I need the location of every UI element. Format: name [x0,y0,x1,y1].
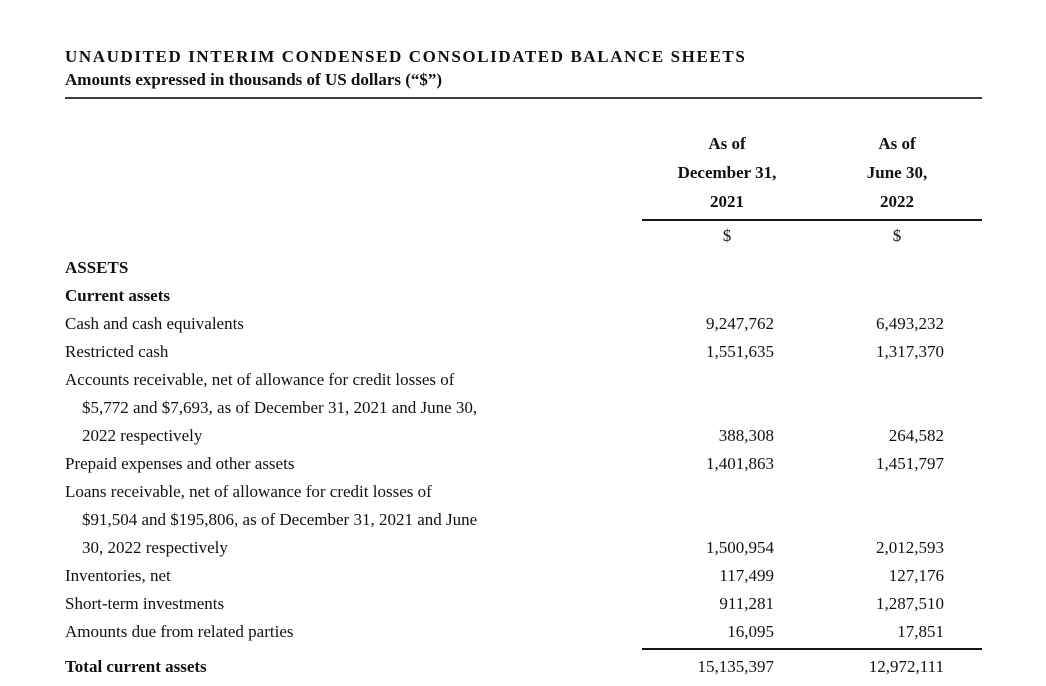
row-label-line: $91,504 and $195,806, as of December 31,… [82,509,478,529]
row-value-2021: 1,500,954 [706,537,774,557]
row-value-2022: 12,972,111 [868,656,944,676]
table-row-assets-header: ASSETS [65,254,982,282]
table-row-loans-receivable: Loans receivable, net of allowance for c… [65,478,982,562]
row-value-2022: 127,176 [888,565,944,585]
row-label-line: Accounts receivable, net of allowance fo… [65,369,455,389]
row-label: Cash and cash equivalents [65,313,244,333]
row-label: Restricted cash [65,341,169,361]
table-row-restricted-cash: Restricted cash 1,551,635 1,317,370 [65,338,982,366]
row-value-2021: 117,499 [719,565,774,585]
row-label-line: Loans receivable, net of allowance for c… [65,481,432,501]
row-label-line: 30, 2022 respectively [82,537,228,557]
column-header-line: As of [708,133,746,153]
table-row-short-term-investments: Short-term investments 911,281 1,287,510 [65,590,982,618]
table-row-amounts-due-from-related-parties: Amounts due from related parties 16,095 … [65,618,982,646]
row-value-2022: 1,451,797 [876,453,944,473]
table-row-prepaid-expenses: Prepaid expenses and other assets 1,401,… [65,450,982,478]
row-label: Amounts due from related parties [65,621,294,641]
row-value-2022: 17,851 [897,621,944,641]
row-value-2022: 1,317,370 [876,341,944,361]
row-label-line: 2022 respectively [82,425,203,445]
table-column-headers: As of December 31, 2021 As of June 30, 2… [65,129,982,249]
row-value-2021: 1,551,635 [706,341,774,361]
row-value-2021: 15,135,397 [697,656,775,676]
table-row-inventories-net: Inventories, net 117,499 127,176 [65,562,982,590]
row-value-2021: 9,247,762 [706,313,774,333]
balance-sheet-rows: ASSETS Current assets Cash and cash equi… [65,254,982,681]
row-label: Inventories, net [65,565,171,585]
table-row-total-current-assets: Total current assets 15,135,397 12,972,1… [65,647,982,681]
row-value-2022: 1,287,510 [876,593,944,613]
row-value-2021: 1,401,863 [706,453,774,473]
row-label-line: $5,772 and $7,693, as of December 31, 20… [82,397,478,417]
page-subtitle: Amounts expressed in thousands of US dol… [65,69,443,89]
row-label: Short-term investments [65,593,225,613]
row-label: Current assets [65,285,170,305]
page-title: UNAUDITED INTERIM CONDENSED CONSOLIDATED… [65,47,747,66]
table-row-accounts-receivable: Accounts receivable, net of allowance fo… [65,366,982,450]
row-label: Accounts receivable, net of allowance fo… [65,366,642,450]
row-label: Total current assets [65,656,207,676]
title-divider-rule [65,96,982,99]
column-header-line: 2021 [710,191,744,211]
currency-symbol-row: $ $ [642,218,982,249]
row-value-2021: 388,308 [718,425,774,445]
row-label: Loans receivable, net of allowance for c… [65,478,642,562]
column-header-line: 2022 [880,191,914,211]
row-value-2021: 911,281 [719,593,774,613]
row-value-2022: 6,493,232 [876,313,944,333]
row-value-2021: 16,095 [727,621,774,641]
column-header-jun-30-2022: As of June 30, 2022 [812,129,982,216]
row-label: Prepaid expenses and other assets [65,453,295,473]
column-header-line: As of [878,133,916,153]
row-value-2022: 2,012,593 [876,537,944,557]
currency-symbol: $ [722,225,732,245]
column-header-line: December 31, [677,162,777,182]
row-label: ASSETS [65,257,129,277]
table-row-current-assets-header: Current assets [65,282,982,310]
table-row-cash-and-cash-equivalents: Cash and cash equivalents 9,247,762 6,49… [65,310,982,338]
column-header-dec-31-2021: As of December 31, 2021 [642,129,812,216]
currency-symbol: $ [892,225,902,245]
row-value-2022: 264,582 [888,425,944,445]
column-header-line: June 30, [866,162,928,182]
